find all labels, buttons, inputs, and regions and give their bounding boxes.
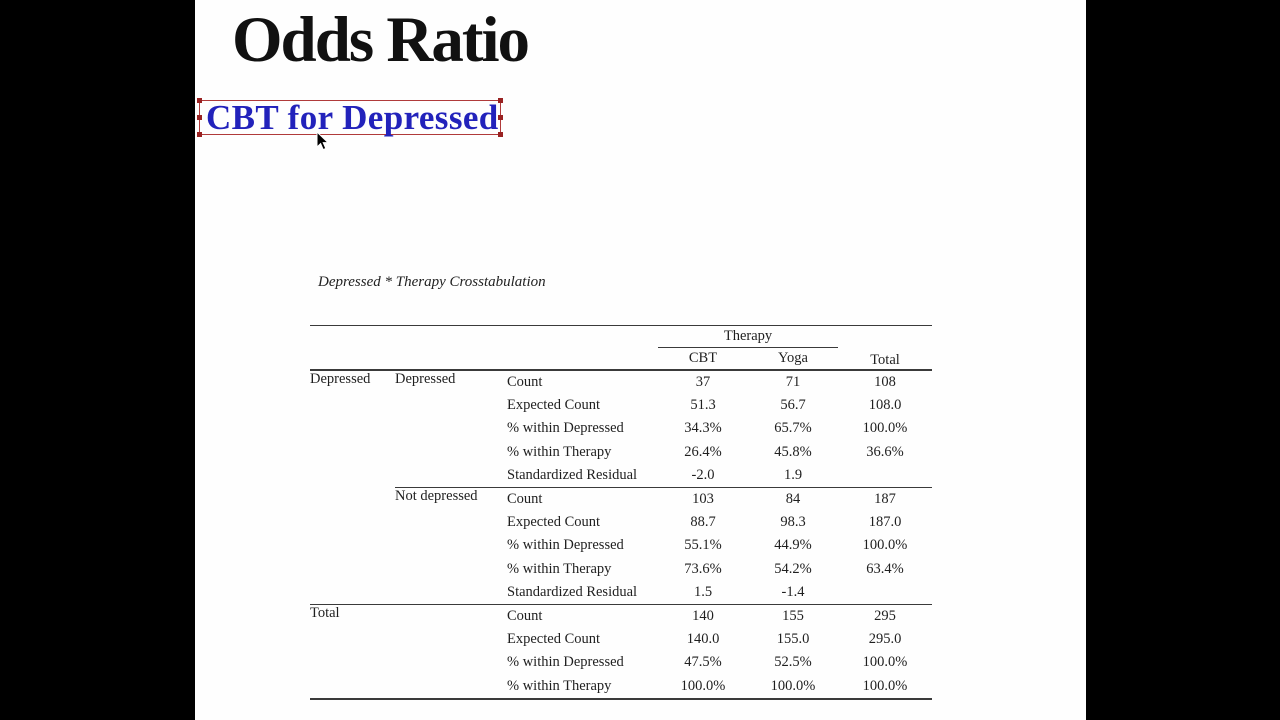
- stat-label: Standardized Residual: [507, 466, 638, 483]
- table-row: % within Depressed 47.5% 52.5% 100.0%: [310, 651, 932, 674]
- table-cell: -2.0: [691, 466, 715, 483]
- table-row: Standardized Residual -2.0 1.9: [310, 464, 932, 488]
- table-cell: 100.0%: [862, 654, 908, 671]
- table-cell: 140.0: [686, 631, 720, 648]
- table-cell: 63.4%: [866, 560, 904, 577]
- stat-label: % within Depressed: [507, 420, 624, 437]
- table-cell: 187.0: [868, 514, 902, 531]
- table-row: Standardized Residual 1.5 -1.4: [310, 581, 932, 605]
- stat-label: Count: [507, 486, 658, 512]
- table-header-row: Therapy Total: [310, 325, 932, 371]
- stat-label: Expected Count: [507, 514, 601, 531]
- selection-handle[interactable]: [498, 115, 503, 120]
- stat-label: Count: [507, 603, 658, 629]
- cbt-column-header: CBT: [658, 347, 748, 371]
- selection-handle[interactable]: [197, 115, 202, 120]
- table-cell: 140: [658, 603, 748, 629]
- table-cell: 1.5: [693, 583, 713, 600]
- selection-handle[interactable]: [197, 98, 202, 103]
- subtitle-text[interactable]: CBT for Depressed: [206, 98, 499, 137]
- table-cell: 100.0%: [862, 420, 908, 437]
- slide-title[interactable]: Odds Ratio: [232, 4, 530, 76]
- table-cell: [838, 581, 932, 605]
- stat-label: Standardized Residual: [507, 583, 638, 600]
- table-row: Expected Count 51.3 56.7 108.0: [310, 394, 932, 417]
- table-cell: 155: [748, 603, 838, 629]
- table-cell: 44.9%: [774, 537, 812, 554]
- table-cell: 100.0%: [862, 537, 908, 554]
- table-cell: 100.0%: [748, 674, 838, 700]
- table-cell: 47.5%: [684, 654, 722, 671]
- table-cell: 65.7%: [774, 420, 812, 437]
- table-row: Not depressed Count 103 84 187: [310, 486, 932, 605]
- selection-handle[interactable]: [498, 132, 503, 137]
- row-header-total: Total: [310, 603, 507, 700]
- table-cell: 56.7: [780, 397, 806, 414]
- table-cell: 36.6%: [866, 443, 904, 460]
- corner-cell: [310, 325, 658, 371]
- table-cell: 1.9: [783, 466, 803, 483]
- table-cell: 295: [838, 603, 932, 629]
- stat-label: % within Depressed: [507, 654, 624, 671]
- selection-handle[interactable]: [197, 132, 202, 137]
- slide-area: Odds Ratio CBT for Depressed Depressed *…: [195, 0, 1086, 720]
- crosstab-table[interactable]: Therapy Total CBT Yoga Depressed Depress…: [310, 325, 932, 700]
- table-cell: 84: [748, 486, 838, 512]
- therapy-header: Therapy: [658, 325, 838, 348]
- table-row: % within Therapy 73.6% 54.2% 63.4%: [310, 558, 932, 581]
- table-cell: [838, 464, 932, 488]
- table-caption: Depressed * Therapy Crosstabulation: [318, 274, 546, 290]
- stat-label: % within Therapy: [507, 560, 612, 577]
- table-cell: 54.2%: [774, 560, 812, 577]
- table-cell: 100.0%: [838, 674, 932, 700]
- table-cell: 37: [695, 374, 711, 391]
- selection-handle[interactable]: [498, 98, 503, 103]
- table-row: % within Depressed 55.1% 44.9% 100.0%: [310, 534, 932, 557]
- table-row: Depressed Depressed Count 37 71 108: [310, 370, 932, 394]
- table-header-row: CBT Yoga: [310, 347, 932, 371]
- total-column-header: Total: [838, 325, 932, 371]
- table-cell: 52.5%: [774, 654, 812, 671]
- stat-label: Expected Count: [507, 397, 601, 414]
- mouse-cursor: [316, 131, 330, 151]
- row-header-not-depressed: Not depressed: [395, 486, 507, 605]
- stat-label: % within Depressed: [507, 537, 624, 554]
- stat-label: Count: [507, 374, 543, 391]
- table-cell: 108.0: [868, 397, 902, 414]
- yoga-column-header: Yoga: [748, 347, 838, 371]
- stat-label: % within Therapy: [507, 674, 658, 700]
- table-cell: 73.6%: [684, 560, 722, 577]
- subtitle-textbox[interactable]: CBT for Depressed: [197, 98, 503, 137]
- table-cell: 103: [658, 486, 748, 512]
- table-row: Expected Count 88.7 98.3 187.0: [310, 511, 932, 534]
- table-row: Total Count 140 155 295: [310, 603, 932, 700]
- table-cell: 88.7: [690, 514, 716, 531]
- stat-label: Expected Count: [507, 631, 601, 648]
- table-cell: 55.1%: [684, 537, 722, 554]
- table-cell: 45.8%: [774, 443, 812, 460]
- table-cell: 71: [785, 374, 801, 391]
- table-row: % within Therapy 26.4% 45.8% 36.6%: [310, 441, 932, 464]
- table-cell: 295.0: [868, 631, 902, 648]
- table-cell: -1.4: [781, 583, 805, 600]
- table-cell: 108: [874, 374, 896, 391]
- row-header-depressed: Depressed: [395, 371, 456, 387]
- row-header-depressed-dimension: Depressed: [310, 371, 371, 387]
- table-cell: 51.3: [690, 397, 716, 414]
- table-cell: 26.4%: [684, 443, 722, 460]
- table-cell: 98.3: [780, 514, 806, 531]
- table-row: % within Therapy 100.0% 100.0% 100.0%: [310, 674, 932, 700]
- table-cell: 34.3%: [684, 420, 722, 437]
- table-row: Expected Count 140.0 155.0 295.0: [310, 628, 932, 651]
- table-row: % within Depressed 34.3% 65.7% 100.0%: [310, 417, 932, 440]
- table-cell: 100.0%: [658, 674, 748, 700]
- table-cell: 187: [838, 486, 932, 512]
- stat-label: % within Therapy: [507, 443, 612, 460]
- table-cell: 155.0: [776, 631, 810, 648]
